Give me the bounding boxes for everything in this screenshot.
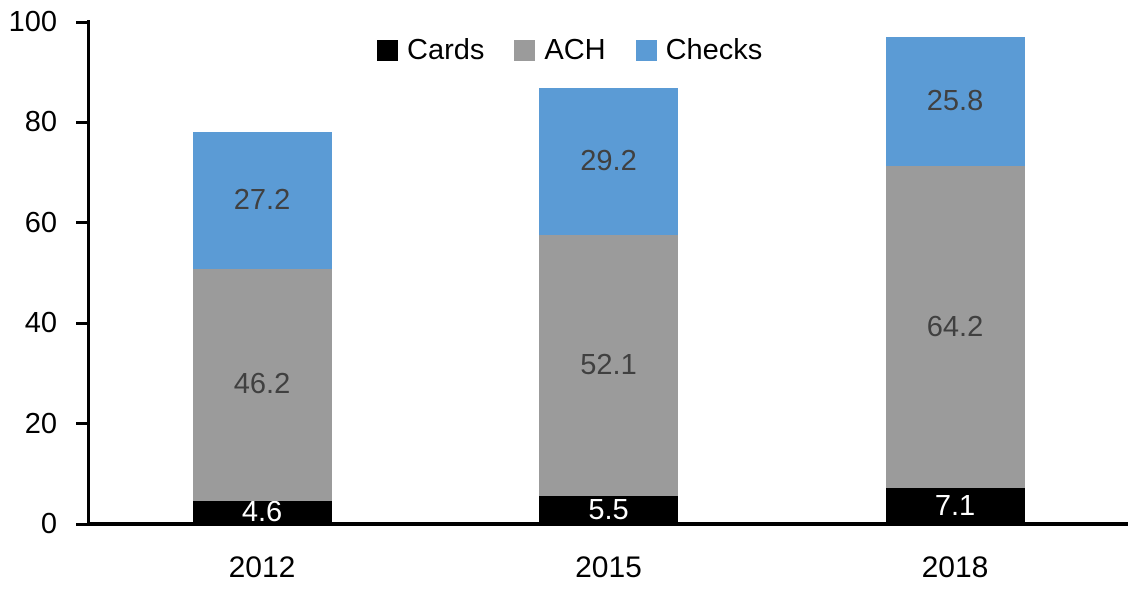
bar-segment-cards-2015: 5.5: [539, 493, 678, 526]
bar-value-label: 27.2: [233, 184, 291, 217]
bar-segment-checks-2015: 29.2: [539, 88, 678, 235]
bar-segment-checks-2018: 25.8: [885, 36, 1025, 167]
bar-segment-cards-2018: 7.1: [885, 488, 1025, 524]
legend-swatch-ach-icon: [514, 40, 536, 61]
legend-item-checks: Checks: [635, 34, 763, 66]
legend-item-cards: Cards: [377, 36, 484, 65]
bar-value-label: 25.8: [926, 84, 984, 117]
y-axis-tick: [76, 221, 88, 225]
bar-value-label: 46.2: [233, 368, 291, 401]
y-axis-tick-label: 60: [24, 206, 57, 239]
bar-segment-ach-2012: 46.2: [192, 269, 332, 501]
legend-label-checks: Checks: [665, 34, 763, 66]
y-axis-line: [87, 20, 90, 526]
y-axis-tick: [76, 422, 88, 426]
bar-value-label: 5.5: [588, 493, 629, 526]
legend-label-ach: ACH: [544, 34, 606, 66]
bar-value-label: 52.1: [580, 349, 637, 382]
x-axis-label-2018: 2018: [921, 551, 989, 584]
x-axis-line: [87, 522, 1128, 526]
bar-segment-checks-2012: 27.2: [192, 132, 332, 269]
y-axis-tick-label: 20: [24, 407, 57, 440]
y-axis-tick: [76, 20, 88, 24]
y-axis-tick-label: 40: [24, 307, 57, 340]
y-axis-tick-label: 80: [24, 106, 57, 139]
x-axis-label-2012: 2012: [228, 551, 296, 584]
legend-label-cards: Cards: [407, 34, 485, 66]
y-axis-tick: [76, 522, 88, 526]
bar-value-label: 29.2: [580, 145, 637, 178]
y-axis-tick: [76, 120, 88, 124]
bar-segment-ach-2018: 64.2: [885, 166, 1025, 489]
legend-swatch-cards-icon: [377, 40, 398, 61]
bar-segment-cards-2012: 4.6: [192, 495, 332, 528]
y-axis-tick-label: 0: [40, 508, 57, 540]
chart-legend: Cards ACH Checks: [377, 36, 762, 65]
bar-value-label: 4.6: [241, 495, 283, 528]
bar-segment-ach-2015: 52.1: [539, 234, 678, 497]
legend-swatch-checks-icon: [635, 40, 657, 61]
x-axis-label-2015: 2015: [575, 551, 642, 584]
y-axis-tick-label: 100: [8, 6, 57, 38]
y-axis-tick: [76, 321, 88, 325]
bar-value-label: 7.1: [934, 489, 976, 522]
bar-value-label: 64.2: [926, 310, 984, 343]
legend-item-ach: ACH: [514, 34, 606, 66]
